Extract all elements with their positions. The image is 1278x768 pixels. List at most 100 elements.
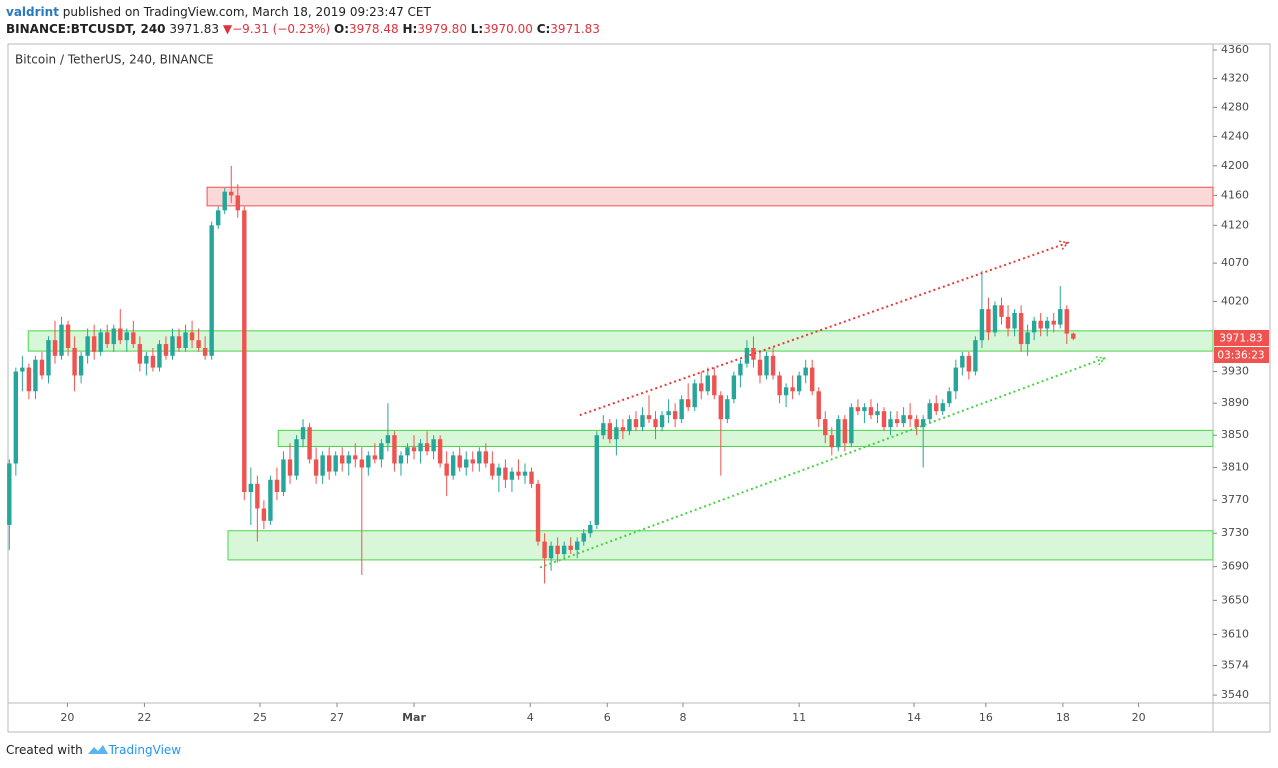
candle-body xyxy=(1038,320,1043,329)
candle-body xyxy=(679,399,684,420)
author[interactable]: valdrint xyxy=(6,5,59,19)
candle-body xyxy=(640,415,645,428)
candle-body xyxy=(953,367,959,392)
candle-body xyxy=(796,375,802,392)
candle-body xyxy=(477,451,482,464)
publish-line: valdrint published on TradingView.com, M… xyxy=(6,4,600,21)
candle-body xyxy=(326,455,332,472)
candle-body xyxy=(65,324,71,348)
zone xyxy=(227,530,1214,561)
x-tick-label: 6 xyxy=(604,711,611,724)
candle-body xyxy=(46,340,51,376)
x-tick-label: 22 xyxy=(137,711,151,724)
candle-body xyxy=(555,545,560,555)
candle-body xyxy=(1071,333,1076,339)
candle-body xyxy=(379,443,384,460)
candle-body xyxy=(98,332,103,352)
candle-body xyxy=(411,447,417,452)
candle-body xyxy=(59,324,64,356)
candle-body xyxy=(333,455,338,472)
candle-body xyxy=(274,479,280,493)
c: 3971.83 xyxy=(550,22,600,36)
candle-body xyxy=(685,399,691,408)
y-tick-label: 4240 xyxy=(1221,129,1249,142)
candle-body xyxy=(829,435,834,448)
candle-body xyxy=(222,191,227,211)
candle-body xyxy=(366,455,371,468)
candle-body xyxy=(111,328,116,345)
x-tick-label: 8 xyxy=(679,711,686,724)
candle-body xyxy=(13,371,19,464)
candle-body xyxy=(353,455,358,460)
axes: 3540 3574 3610 3650 3690 3730 3770 3810 3850 3890… xyxy=(60,43,1249,724)
candle-body xyxy=(1064,309,1069,334)
zone xyxy=(27,330,1214,352)
candle-body xyxy=(431,439,436,452)
candle-body xyxy=(927,403,932,420)
x-tick-label: 20 xyxy=(60,711,74,724)
candle-body xyxy=(614,427,619,440)
candle-body xyxy=(72,347,77,376)
candle-body xyxy=(300,427,306,440)
candle-body xyxy=(712,375,717,396)
candle-body xyxy=(470,459,475,464)
candle-body xyxy=(209,225,214,356)
y-tick-label: 3650 xyxy=(1221,593,1249,606)
y-tick-label: 3690 xyxy=(1221,560,1249,573)
trend-line xyxy=(579,241,1069,417)
candle-body xyxy=(424,443,430,452)
candle-body xyxy=(855,407,861,412)
candle-body xyxy=(862,407,867,412)
candle-body xyxy=(118,328,123,341)
footer: Created with TradingView xyxy=(6,742,181,757)
candle-body xyxy=(849,407,854,444)
candle-body xyxy=(202,347,208,356)
y-tick-label: 3890 xyxy=(1221,396,1249,409)
y-tick-label: 3574 xyxy=(1221,659,1249,672)
candle-body xyxy=(281,459,286,493)
l-label: L: xyxy=(470,22,484,36)
candle-body xyxy=(189,332,195,341)
candle-body xyxy=(725,399,730,420)
candle-body xyxy=(418,443,423,452)
candle-body xyxy=(934,403,939,412)
candle-body xyxy=(620,427,626,432)
candle-body xyxy=(137,344,143,364)
candle-body xyxy=(131,332,136,345)
zone xyxy=(277,429,1214,447)
y-tick-label: 4160 xyxy=(1221,188,1249,201)
candle-body xyxy=(176,336,182,348)
trend-line xyxy=(539,357,1105,569)
candle-body xyxy=(215,210,221,226)
published: published on TradingView.com, March 18, … xyxy=(62,5,431,19)
candle-body xyxy=(242,210,247,493)
candle-body xyxy=(1012,312,1017,329)
candle-body xyxy=(790,387,795,392)
candle-body xyxy=(1025,332,1030,345)
y-tick-label: 4200 xyxy=(1221,159,1249,172)
trend-lines xyxy=(539,240,1107,569)
y-tick-label: 3540 xyxy=(1221,688,1249,701)
candle-body xyxy=(157,344,162,368)
candle-body xyxy=(646,415,652,420)
l: 3970.00 xyxy=(483,22,533,36)
candle-body xyxy=(313,459,319,476)
candle-body xyxy=(52,340,58,356)
x-tick-label: 16 xyxy=(979,711,993,724)
candle-body xyxy=(920,419,926,428)
y-tick-label: 3810 xyxy=(1221,461,1249,474)
candle-body xyxy=(627,419,632,432)
candle-body xyxy=(346,455,351,464)
brand[interactable]: TradingView xyxy=(108,743,182,757)
arrow: ▼ xyxy=(222,22,233,36)
price-tag-box xyxy=(1214,330,1269,346)
candle-body xyxy=(901,415,906,424)
y-tick-label: 4360 xyxy=(1221,43,1249,56)
y-tick-label: 3930 xyxy=(1221,365,1249,378)
candle-body xyxy=(810,367,815,392)
zone xyxy=(206,186,1214,207)
candle-body xyxy=(764,355,769,376)
candle-body xyxy=(437,439,443,464)
candle-body xyxy=(875,411,880,416)
candle-body xyxy=(601,423,606,436)
